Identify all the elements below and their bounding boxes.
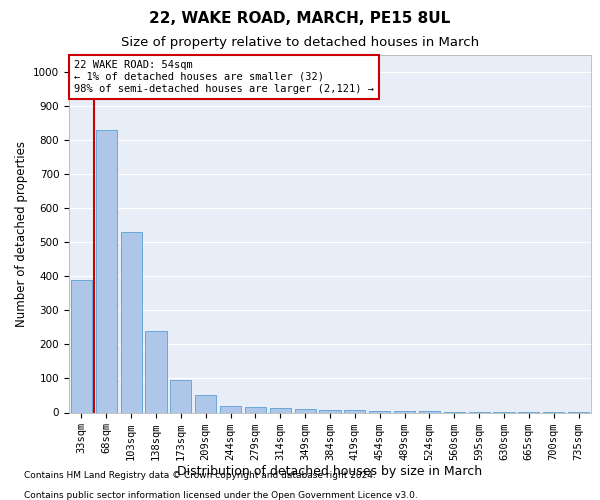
Bar — [145, 331, 167, 412]
Text: Contains HM Land Registry data © Crown copyright and database right 2024.: Contains HM Land Registry data © Crown c… — [24, 471, 376, 480]
Bar — [220, 406, 241, 412]
Bar — [369, 411, 390, 412]
Bar — [344, 410, 365, 412]
Bar — [195, 396, 216, 412]
Bar — [394, 411, 415, 412]
Bar — [295, 409, 316, 412]
Bar — [121, 232, 142, 412]
Text: 22 WAKE ROAD: 54sqm
← 1% of detached houses are smaller (32)
98% of semi-detache: 22 WAKE ROAD: 54sqm ← 1% of detached hou… — [74, 60, 374, 94]
X-axis label: Distribution of detached houses by size in March: Distribution of detached houses by size … — [178, 466, 482, 478]
Bar — [270, 408, 291, 412]
Bar — [96, 130, 117, 412]
Bar — [71, 280, 92, 412]
Bar — [170, 380, 191, 412]
Text: 22, WAKE ROAD, MARCH, PE15 8UL: 22, WAKE ROAD, MARCH, PE15 8UL — [149, 11, 451, 26]
Bar — [245, 408, 266, 412]
Text: Contains public sector information licensed under the Open Government Licence v3: Contains public sector information licen… — [24, 491, 418, 500]
Bar — [319, 410, 341, 412]
Text: Size of property relative to detached houses in March: Size of property relative to detached ho… — [121, 36, 479, 49]
Y-axis label: Number of detached properties: Number of detached properties — [14, 141, 28, 327]
